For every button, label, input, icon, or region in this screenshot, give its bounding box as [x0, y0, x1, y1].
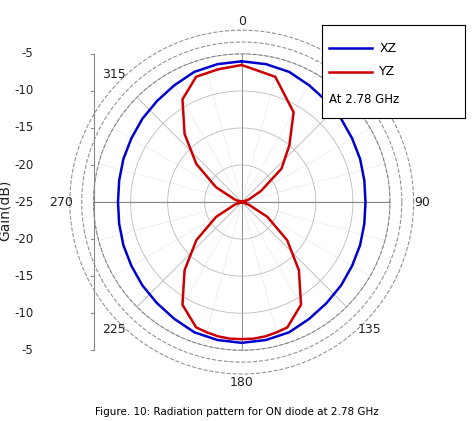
Text: -20: -20: [14, 159, 33, 171]
Text: 45: 45: [362, 68, 377, 81]
Text: YZ: YZ: [379, 65, 395, 78]
Text: At 2.78 GHz: At 2.78 GHz: [329, 93, 400, 106]
Text: 180: 180: [230, 376, 254, 389]
Text: 270: 270: [49, 196, 73, 208]
Text: 225: 225: [102, 323, 126, 336]
Text: 135: 135: [358, 323, 382, 336]
Text: Gain(dB): Gain(dB): [0, 180, 12, 241]
Text: Figure. 10: Radiation pattern for ON diode at 2.78 GHz: Figure. 10: Radiation pattern for ON dio…: [95, 407, 379, 417]
Text: -15: -15: [14, 122, 33, 134]
Text: -5: -5: [21, 48, 33, 60]
Text: 315: 315: [102, 68, 126, 81]
Text: 0: 0: [238, 15, 246, 28]
Text: XZ: XZ: [379, 42, 396, 55]
Text: -10: -10: [14, 85, 33, 97]
Text: 90: 90: [415, 196, 430, 208]
Text: -10: -10: [14, 307, 33, 320]
Text: -20: -20: [14, 233, 33, 245]
Text: -25: -25: [14, 196, 33, 208]
Text: -5: -5: [21, 344, 33, 357]
Text: -15: -15: [14, 270, 33, 282]
